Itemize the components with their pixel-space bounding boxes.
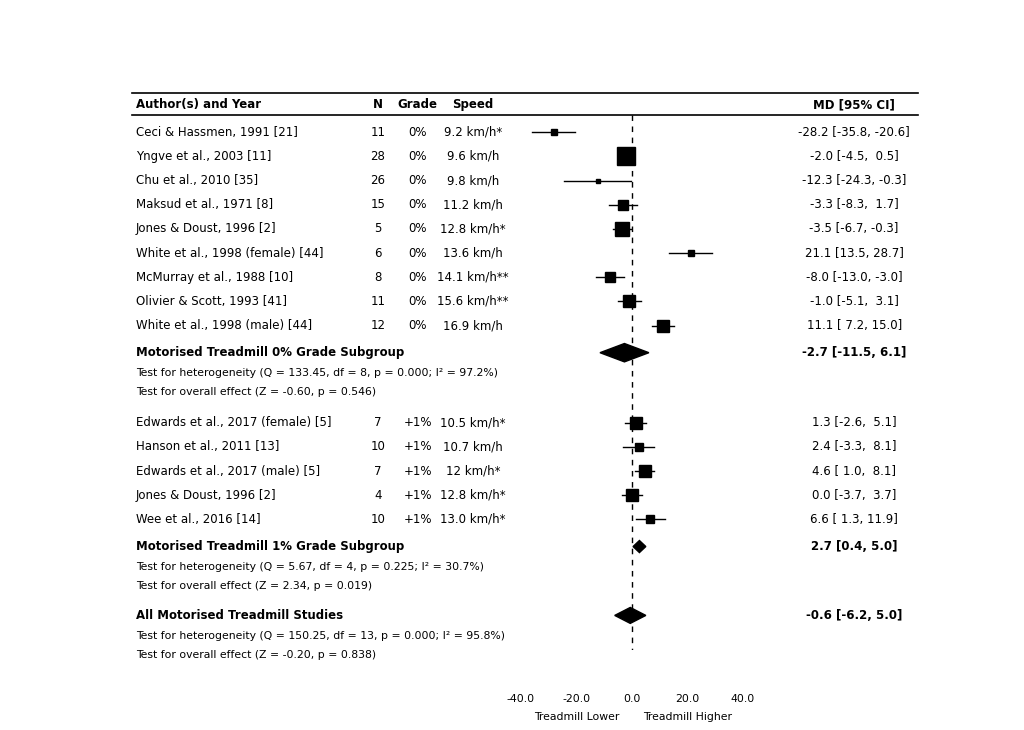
Text: 12.8 km/h*: 12.8 km/h* [440, 223, 506, 236]
Text: 8: 8 [375, 271, 382, 284]
Text: Test for heterogeneity (Q = 150.25, df = 13, p = 0.000; I² = 95.8%): Test for heterogeneity (Q = 150.25, df =… [136, 631, 505, 641]
Text: 7: 7 [374, 416, 382, 429]
Text: 0%: 0% [409, 126, 427, 139]
Text: 9.8 km/h: 9.8 km/h [447, 174, 500, 187]
Text: Jones & Doust, 1996 [2]: Jones & Doust, 1996 [2] [136, 489, 276, 502]
Text: +1%: +1% [403, 440, 432, 453]
Text: +1%: +1% [403, 513, 432, 526]
Text: Test for overall effect (Z = 2.34, p = 0.019): Test for overall effect (Z = 2.34, p = 0… [136, 581, 372, 591]
Text: Motorised Treadmill 0% Grade Subgroup: Motorised Treadmill 0% Grade Subgroup [136, 346, 404, 359]
Text: N: N [373, 98, 383, 111]
Text: 40.0: 40.0 [731, 694, 755, 704]
Text: 4: 4 [374, 489, 382, 502]
Text: 5: 5 [375, 223, 382, 236]
Text: Treadmill Higher: Treadmill Higher [643, 712, 732, 722]
Text: Test for overall effect (Z = -0.60, p = 0.546): Test for overall effect (Z = -0.60, p = … [136, 387, 376, 397]
Text: -0.6 [-6.2, 5.0]: -0.6 [-6.2, 5.0] [806, 609, 902, 622]
Text: 15: 15 [371, 199, 385, 211]
Text: Wee et al., 2016 [14]: Wee et al., 2016 [14] [136, 513, 260, 526]
Text: 11: 11 [371, 295, 385, 308]
Text: 0%: 0% [409, 199, 427, 211]
Text: McMurray et al., 1988 [10]: McMurray et al., 1988 [10] [136, 271, 293, 284]
Text: White et al., 1998 (female) [44]: White et al., 1998 (female) [44] [136, 247, 324, 260]
Text: Ceci & Hassmen, 1991 [21]: Ceci & Hassmen, 1991 [21] [136, 126, 298, 139]
Text: 9.2 km/h*: 9.2 km/h* [444, 126, 503, 139]
Text: -12.3 [-24.3, -0.3]: -12.3 [-24.3, -0.3] [802, 174, 906, 187]
Text: 0%: 0% [409, 319, 427, 332]
Text: 16.9 km/h: 16.9 km/h [443, 319, 503, 332]
Text: 2.4 [-3.3,  8.1]: 2.4 [-3.3, 8.1] [812, 440, 896, 453]
Text: 9.6 km/h: 9.6 km/h [447, 150, 500, 163]
Text: All Motorised Treadmill Studies: All Motorised Treadmill Studies [136, 609, 343, 622]
Polygon shape [614, 607, 646, 623]
Text: Speed: Speed [453, 98, 494, 111]
Text: 14.1 km/h**: 14.1 km/h** [437, 271, 509, 284]
Text: -20.0: -20.0 [562, 694, 591, 704]
Text: Test for heterogeneity (Q = 133.45, df = 8, p = 0.000; I² = 97.2%): Test for heterogeneity (Q = 133.45, df =… [136, 368, 498, 378]
Text: 7: 7 [374, 464, 382, 477]
Text: +1%: +1% [403, 464, 432, 477]
Text: 6.6 [ 1.3, 11.9]: 6.6 [ 1.3, 11.9] [810, 513, 898, 526]
Text: Test for heterogeneity (Q = 5.67, df = 4, p = 0.225; I² = 30.7%): Test for heterogeneity (Q = 5.67, df = 4… [136, 562, 484, 572]
Text: 10.7 km/h: 10.7 km/h [443, 440, 503, 453]
Text: Author(s) and Year: Author(s) and Year [136, 98, 261, 111]
Text: 28: 28 [371, 150, 385, 163]
Text: MD [95% CI]: MD [95% CI] [813, 98, 895, 111]
Text: Edwards et al., 2017 (male) [5]: Edwards et al., 2017 (male) [5] [136, 464, 321, 477]
Text: 4.6 [ 1.0,  8.1]: 4.6 [ 1.0, 8.1] [812, 464, 896, 477]
Text: 12 km/h*: 12 km/h* [446, 464, 501, 477]
Text: +1%: +1% [403, 416, 432, 429]
Text: -8.0 [-13.0, -3.0]: -8.0 [-13.0, -3.0] [806, 271, 902, 284]
Text: +1%: +1% [403, 489, 432, 502]
Text: -1.0 [-5.1,  3.1]: -1.0 [-5.1, 3.1] [810, 295, 899, 308]
Text: 1.3 [-2.6,  5.1]: 1.3 [-2.6, 5.1] [812, 416, 896, 429]
Text: 0%: 0% [409, 247, 427, 260]
Text: Yngve et al., 2003 [11]: Yngve et al., 2003 [11] [136, 150, 271, 163]
Text: Motorised Treadmill 1% Grade Subgroup: Motorised Treadmill 1% Grade Subgroup [136, 540, 404, 553]
Text: 6: 6 [374, 247, 382, 260]
Text: 12: 12 [371, 319, 385, 332]
Text: Maksud et al., 1971 [8]: Maksud et al., 1971 [8] [136, 199, 273, 211]
Text: -2.0 [-4.5,  0.5]: -2.0 [-4.5, 0.5] [810, 150, 898, 163]
Text: 10.5 km/h*: 10.5 km/h* [440, 416, 506, 429]
Text: Jones & Doust, 1996 [2]: Jones & Doust, 1996 [2] [136, 223, 276, 236]
Text: Test for overall effect (Z = -0.20, p = 0.838): Test for overall effect (Z = -0.20, p = … [136, 650, 376, 660]
Text: -3.5 [-6.7, -0.3]: -3.5 [-6.7, -0.3] [809, 223, 899, 236]
Text: 0%: 0% [409, 271, 427, 284]
Text: 11.2 km/h: 11.2 km/h [443, 199, 503, 211]
Text: 20.0: 20.0 [676, 694, 699, 704]
Polygon shape [633, 540, 646, 553]
Text: -40.0: -40.0 [507, 694, 535, 704]
Text: 10: 10 [371, 440, 385, 453]
Polygon shape [600, 344, 649, 362]
Text: 13.6 km/h: 13.6 km/h [443, 247, 503, 260]
Text: 0%: 0% [409, 174, 427, 187]
Text: 11: 11 [371, 126, 385, 139]
Text: Hanson et al., 2011 [13]: Hanson et al., 2011 [13] [136, 440, 280, 453]
Text: White et al., 1998 (male) [44]: White et al., 1998 (male) [44] [136, 319, 312, 332]
Text: 0%: 0% [409, 295, 427, 308]
Text: 0%: 0% [409, 223, 427, 236]
Text: 21.1 [13.5, 28.7]: 21.1 [13.5, 28.7] [805, 247, 903, 260]
Text: 15.6 km/h**: 15.6 km/h** [437, 295, 509, 308]
Text: -28.2 [-35.8, -20.6]: -28.2 [-35.8, -20.6] [799, 126, 910, 139]
Text: 12.8 km/h*: 12.8 km/h* [440, 489, 506, 502]
Text: Treadmill Lower: Treadmill Lower [534, 712, 620, 722]
Text: 0.0: 0.0 [624, 694, 641, 704]
Text: 11.1 [ 7.2, 15.0]: 11.1 [ 7.2, 15.0] [807, 319, 902, 332]
Text: -3.3 [-8.3,  1.7]: -3.3 [-8.3, 1.7] [810, 199, 898, 211]
Text: -2.7 [-11.5, 6.1]: -2.7 [-11.5, 6.1] [802, 346, 906, 359]
Text: 13.0 km/h*: 13.0 km/h* [440, 513, 506, 526]
Text: 2.7 [0.4, 5.0]: 2.7 [0.4, 5.0] [811, 540, 897, 553]
Text: Grade: Grade [397, 98, 437, 111]
Text: Olivier & Scott, 1993 [41]: Olivier & Scott, 1993 [41] [136, 295, 287, 308]
Text: Chu et al., 2010 [35]: Chu et al., 2010 [35] [136, 174, 258, 187]
Text: 10: 10 [371, 513, 385, 526]
Text: 0.0 [-3.7,  3.7]: 0.0 [-3.7, 3.7] [812, 489, 896, 502]
Text: 26: 26 [371, 174, 385, 187]
Text: 0%: 0% [409, 150, 427, 163]
Text: Edwards et al., 2017 (female) [5]: Edwards et al., 2017 (female) [5] [136, 416, 332, 429]
